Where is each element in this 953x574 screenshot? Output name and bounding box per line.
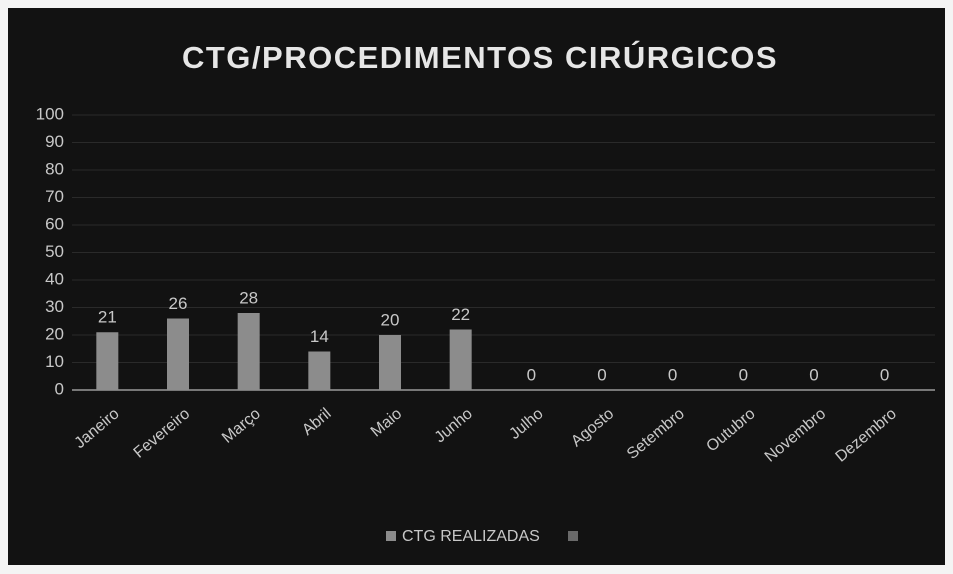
bar xyxy=(237,313,260,390)
y-tick-label: 100 xyxy=(36,104,64,123)
bar xyxy=(96,332,119,390)
y-tick-label: 80 xyxy=(45,159,64,178)
data-label: 20 xyxy=(381,310,400,329)
bar xyxy=(449,329,472,390)
y-tick-label: 70 xyxy=(45,187,64,206)
data-label: 0 xyxy=(668,365,677,384)
y-tick-label: 40 xyxy=(45,269,64,288)
y-tick-label: 0 xyxy=(55,379,64,398)
y-tick-label: 50 xyxy=(45,242,64,261)
legend-label: CTG REALIZADAS xyxy=(402,528,540,545)
bar xyxy=(308,351,331,390)
y-tick-label: 20 xyxy=(45,324,64,343)
data-label: 0 xyxy=(597,365,606,384)
y-tick-label: 30 xyxy=(45,297,64,316)
y-tick-label: 90 xyxy=(45,132,64,151)
data-label: 28 xyxy=(239,288,258,307)
y-tick-label: 60 xyxy=(45,214,64,233)
legend-swatch xyxy=(386,531,396,541)
chart-background xyxy=(8,8,945,565)
data-label: 0 xyxy=(739,365,748,384)
data-label: 0 xyxy=(880,365,889,384)
data-label: 22 xyxy=(451,305,470,324)
legend-swatch-extra xyxy=(568,531,578,541)
data-label: 26 xyxy=(169,294,188,313)
data-label: 14 xyxy=(310,327,329,346)
bar xyxy=(379,335,401,390)
data-label: 21 xyxy=(98,308,117,327)
bar xyxy=(167,318,189,390)
data-label: 0 xyxy=(527,365,536,384)
data-label: 0 xyxy=(809,365,818,384)
y-tick-label: 10 xyxy=(45,352,64,371)
chart-title: CTG/PROCEDIMENTOS CIRÚRGICOS xyxy=(182,39,778,75)
